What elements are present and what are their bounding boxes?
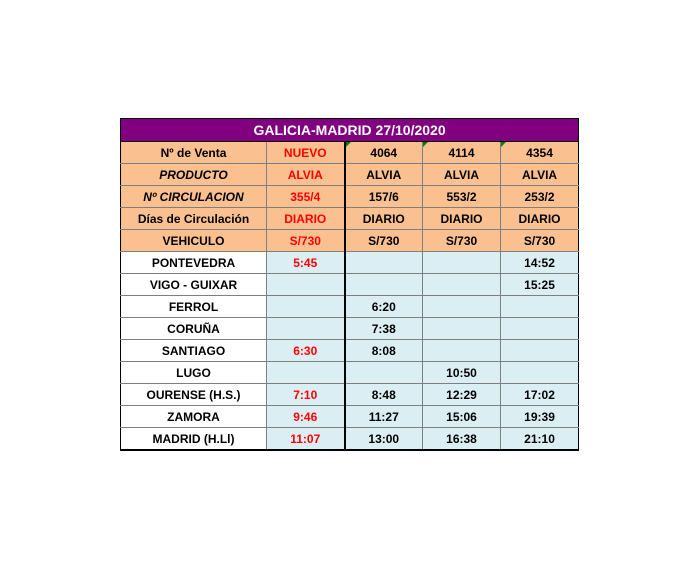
time-cell: 7:10 (266, 383, 346, 406)
header-row-product: PRODUCTO ALVIA ALVIA ALVIA ALVIA (120, 163, 580, 186)
header-cell: S/730 (266, 229, 346, 252)
time-cell: 16:38 (422, 427, 501, 451)
time-cell: 10:50 (422, 361, 501, 384)
time-cell: 21:10 (499, 427, 580, 451)
time-cell: 11:07 (266, 427, 346, 451)
header-cell: 253/2 (499, 185, 580, 208)
header-cell: DIARIO (499, 207, 580, 230)
station-name: ZAMORA (120, 405, 267, 428)
header-cell: DIARIO (266, 207, 346, 230)
time-cell (422, 295, 501, 318)
time-cell: 7:38 (344, 317, 423, 340)
timetable: GALICIA-MADRID 27/10/2020 Nº de Venta NU… (119, 118, 580, 451)
header-cell: ALVIA (422, 163, 501, 186)
row-label: Días de Circulación (120, 207, 267, 230)
header-row-circulation: Nº CIRCULACION 355/4 157/6 553/2 253/2 (120, 185, 580, 208)
time-cell: 8:48 (344, 383, 423, 406)
station-row-ferrol: FERROL 6:20 (120, 295, 580, 318)
header-cell: 157/6 (344, 185, 423, 208)
station-row-pontevedra: PONTEVEDRA 5:45 14:52 (120, 251, 580, 274)
station-name: PONTEVEDRA (120, 251, 267, 274)
time-cell: 8:08 (344, 339, 423, 362)
time-cell: 14:52 (499, 251, 580, 274)
time-cell (499, 317, 580, 340)
station-name: FERROL (120, 295, 267, 318)
station-row-santiago: SANTIAGO 6:30 8:08 (120, 339, 580, 362)
header-cell: S/730 (344, 229, 423, 252)
time-cell (499, 361, 580, 384)
time-cell: 5:45 (266, 251, 346, 274)
time-cell: 15:06 (422, 405, 501, 428)
time-cell: 13:00 (344, 427, 423, 451)
time-cell (266, 295, 346, 318)
header-cell: 4064 (344, 141, 423, 164)
header-cell: 4114 (422, 141, 501, 164)
time-cell: 17:02 (499, 383, 580, 406)
time-cell (344, 361, 423, 384)
header-row-vehicle: VEHICULO S/730 S/730 S/730 S/730 (120, 229, 580, 252)
row-label: VEHICULO (120, 229, 267, 252)
row-label: Nº CIRCULACION (120, 185, 267, 208)
time-cell: 9:46 (266, 405, 346, 428)
time-cell (422, 339, 501, 362)
header-cell: S/730 (422, 229, 501, 252)
time-cell (266, 361, 346, 384)
header-cell: ALVIA (344, 163, 423, 186)
time-cell (499, 339, 580, 362)
time-cell: 6:20 (344, 295, 423, 318)
header-cell: DIARIO (344, 207, 423, 230)
header-cell: 355/4 (266, 185, 346, 208)
station-name: LUGO (120, 361, 267, 384)
station-name: CORUÑA (120, 317, 267, 340)
station-row-zamora: ZAMORA 9:46 11:27 15:06 19:39 (120, 405, 580, 428)
station-name: VIGO - GUIXAR (120, 273, 267, 296)
header-cell: DIARIO (422, 207, 501, 230)
time-cell (344, 273, 423, 296)
station-name: SANTIAGO (120, 339, 267, 362)
row-label: PRODUCTO (120, 163, 267, 186)
time-cell (422, 273, 501, 296)
header-cell: ALVIA (499, 163, 580, 186)
time-cell (266, 317, 346, 340)
station-row-lugo: LUGO 10:50 (120, 361, 580, 384)
header-cell: 4354 (499, 141, 580, 164)
time-cell (422, 251, 501, 274)
timetable-title: GALICIA-MADRID 27/10/2020 (119, 118, 580, 142)
header-cell: ALVIA (266, 163, 346, 186)
time-cell (499, 295, 580, 318)
header-row-running-days: Días de Circulación DIARIO DIARIO DIARIO… (120, 207, 580, 230)
header-row-sale-number: Nº de Venta NUEVO 4064 4114 4354 (120, 141, 580, 164)
time-cell: 6:30 (266, 339, 346, 362)
time-cell (422, 317, 501, 340)
time-cell: 12:29 (422, 383, 501, 406)
station-row-ourense: OURENSE (H.S.) 7:10 8:48 12:29 17:02 (120, 383, 580, 406)
time-cell: 19:39 (499, 405, 580, 428)
header-cell: 553/2 (422, 185, 501, 208)
header-cell: S/730 (499, 229, 580, 252)
station-row-vigo-guixar: VIGO - GUIXAR 15:25 (120, 273, 580, 296)
time-cell: 11:27 (344, 405, 423, 428)
header-cell: NUEVO (266, 141, 346, 164)
time-cell: 15:25 (499, 273, 580, 296)
row-label: Nº de Venta (120, 141, 267, 164)
time-cell (266, 273, 346, 296)
time-cell (344, 251, 423, 274)
station-name: MADRID (H.Ll) (120, 427, 267, 451)
station-row-madrid: MADRID (H.Ll) 11:07 13:00 16:38 21:10 (120, 427, 580, 451)
station-row-coruna: CORUÑA 7:38 (120, 317, 580, 340)
station-name: OURENSE (H.S.) (120, 383, 267, 406)
